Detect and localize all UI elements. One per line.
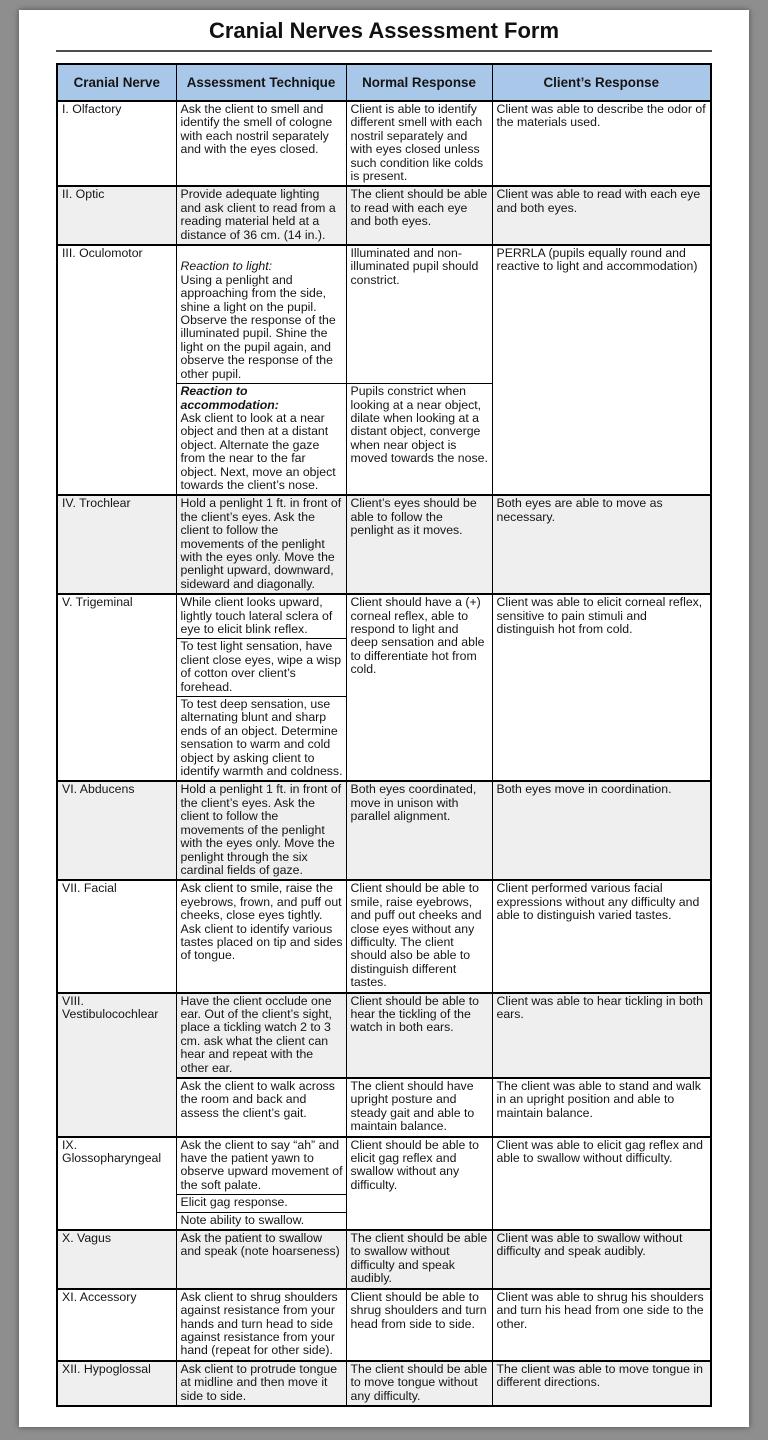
technique-label-reaction-to-accommodation: Reaction to accommodation: [180,384,279,412]
row-accessory: XI. Accessory Ask client to shrug should… [56,1287,712,1362]
client-response-cell: Client was able to describe the odor of … [491,99,712,187]
normal-response-cell: Client should be able to smile, raise ey… [345,879,493,994]
client-response-cell: Both eyes move in coordination. [491,780,712,881]
technique-cell: Have the client occlude one ear. Out of … [175,991,347,1079]
client-response-cell: Client was able to hear tickling in both… [491,991,712,1079]
technique-cell: Ask client to smile, raise the eyebrows,… [175,879,347,994]
row-trigeminal-1: V. Trigeminal While client looks upward,… [56,593,712,782]
technique-cell: Ask the client to say “ah” and have the … [175,1135,347,1196]
row-olfactory: I. Olfactory Ask the client to smell and… [56,99,712,187]
technique-cell: To test light sensation, have client clo… [175,638,347,698]
client-response-cell: The client was able to stand and walk in… [491,1077,712,1138]
row-facial: VII. Facial Ask client to smile, raise t… [56,879,712,994]
row-optic: II. Optic Provide adequate lighting and … [56,185,712,246]
normal-response-cell: Both eyes coordinated, move in unison wi… [345,780,493,881]
col-header-assessment-technique: Assessment Technique [175,63,347,102]
row-trigeminal-3: To test deep sensation, use alternating … [57,696,711,782]
client-response-cell: Client was able to read with each eye an… [491,185,712,246]
normal-response-cell: Client should be able to hear the tickli… [345,991,493,1079]
technique-cell: Elicit gag response. [175,1194,347,1213]
technique-cell: Note ability to swallow. [175,1211,347,1231]
client-response-cell: The client was able to move tongue in di… [491,1359,712,1407]
row-trochlear: IV. Trochlear Hold a penlight 1 ft. in f… [56,494,712,595]
page-title: Cranial Nerves Assessment Form [56,14,712,52]
technique-cell: Hold a penlight 1 ft. in front of the cl… [175,494,347,595]
nerve-cell: V. Trigeminal [56,593,177,782]
technique-cell: Ask the client to walk across the room a… [175,1077,347,1138]
normal-response-cell: Client should be able to elicit gag refl… [345,1135,493,1231]
client-response-cell: Client was able to elicit corneal reflex… [491,593,712,782]
nerve-cell: II. Optic [56,185,177,246]
technique-cell: Provide adequate lighting and ask client… [175,185,347,246]
row-glossopharyngeal-1: IX. Glossopharyngeal Ask the client to s… [56,1135,712,1231]
technique-cell: To test deep sensation, use alternating … [175,696,347,782]
normal-response-cell: Illuminated and non-illuminated pupil sh… [345,244,493,385]
normal-response-cell: The client should have upright posture a… [345,1077,493,1138]
nerve-cell: X. Vagus [56,1229,177,1290]
technique-cell: Ask the patient to swallow and speak (no… [175,1229,347,1290]
nerve-cell: III. Oculomotor [56,244,177,496]
nerve-cell: XI. Accessory [56,1287,177,1362]
technique-cell: Reaction to accommodation: Ask client to… [175,383,347,496]
nerve-cell: VIII. Vestibulocochlear [56,991,177,1138]
client-response-cell: Client was able to elicit gag reflex and… [491,1135,712,1231]
technique-cell: Reaction to light: Using a penlight and … [175,244,347,385]
row-trigeminal-2: To test light sensation, have client clo… [57,638,711,698]
normal-response-cell: Client’s eyes should be able to follow t… [345,494,493,595]
technique-cell: Ask client to protrude tongue at midline… [175,1359,347,1407]
nerve-cell: VII. Facial [56,879,177,994]
header-row: Cranial Nerve Assessment Technique Norma… [56,63,712,102]
client-response-cell: Both eyes are able to move as necessary. [491,494,712,595]
blank-line [181,247,343,260]
row-vestibulocochlear-hearing: VIII. Vestibulocochlear Have the client … [56,991,712,1138]
nerve-cell: XII. Hypoglossal [56,1359,177,1407]
row-abducens: VI. Abducens Hold a penlight 1 ft. in fr… [56,780,712,881]
normal-response-cell: Client should be able to shrug shoulders… [345,1287,493,1362]
nerve-cell: IV. Trochlear [56,494,177,595]
technique-text: Using a penlight and approaching from th… [180,272,336,381]
client-response-cell: Client was able to swallow without diffi… [491,1229,712,1290]
row-glossopharyngeal-2: Elicit gag response. [57,1194,711,1213]
row-glossopharyngeal-3: Note ability to swallow. [57,1211,711,1231]
technique-cell: Ask client to shrug shoulders against re… [175,1287,347,1362]
technique-cell: Hold a penlight 1 ft. in front of the cl… [175,780,347,881]
normal-response-cell: The client should be able to read with e… [345,185,493,246]
technique-cell: Ask the client to smell and identify the… [175,99,347,187]
row-vestibulocochlear-balance: Ask the client to walk across the room a… [57,1077,712,1138]
nerve-cell: VI. Abducens [56,780,177,881]
normal-response-cell: The client should be able to swallow wit… [345,1229,493,1290]
col-header-normal-response: Normal Response [345,63,493,102]
technique-cell: While client looks upward, lightly touch… [175,593,347,640]
row-oculomotor-light: III. Oculomotor Reaction to light: Using… [56,244,712,496]
normal-response-cell: Client is able to identify different sme… [345,99,493,187]
client-response-cell: Client performed various facial expressi… [491,879,712,994]
client-response-cell: Client was able to shrug his shoulders a… [491,1287,712,1362]
normal-response-cell: Client should have a (+) corneal reflex,… [345,593,493,782]
nerve-cell: I. Olfactory [56,99,177,187]
col-header-client-response: Client’s Response [491,63,712,102]
row-oculomotor-accommodation: Reaction to accommodation: Ask client to… [57,383,711,496]
col-header-cranial-nerve: Cranial Nerve [56,63,177,102]
normal-response-cell: Pupils constrict when looking at a near … [345,383,493,496]
cranial-nerves-table: Cranial Nerve Assessment Technique Norma… [56,63,712,1407]
document-page: Cranial Nerves Assessment Form Cranial N… [19,10,749,1427]
client-response-cell: PERRLA (pupils equally round and reactiv… [491,244,712,496]
row-hypoglossal: XII. Hypoglossal Ask client to protrude … [56,1359,712,1407]
technique-text: Ask client to look at a near object and … [180,410,336,492]
normal-response-cell: The client should be able to move tongue… [345,1359,493,1407]
row-vagus: X. Vagus Ask the patient to swallow and … [56,1229,712,1290]
technique-label-reaction-to-light: Reaction to light: [180,259,273,274]
nerve-cell: IX. Glossopharyngeal [56,1135,177,1231]
